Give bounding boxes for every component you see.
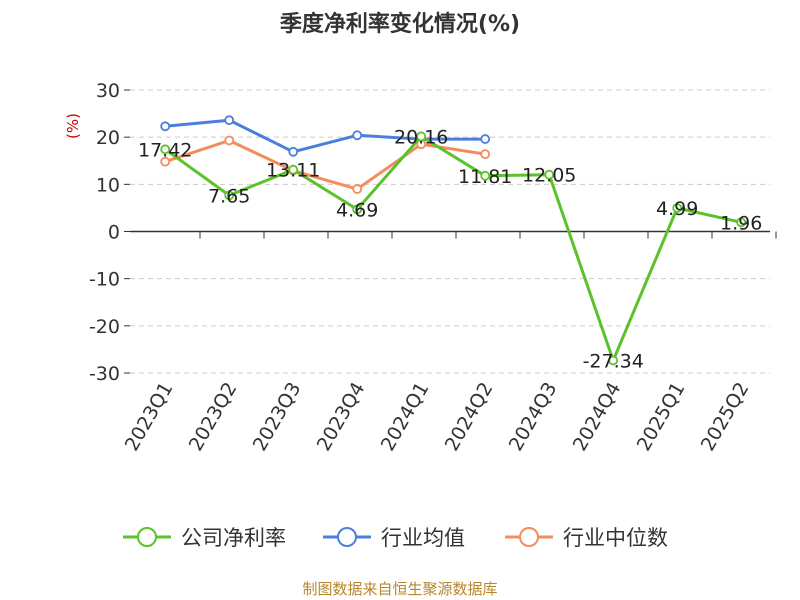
y-tick-label: -30 <box>89 363 120 385</box>
data-label: 11.81 <box>458 166 512 188</box>
data-point <box>224 115 235 126</box>
data-point <box>480 170 491 181</box>
y-tick-label: -10 <box>89 269 120 291</box>
data-label: 13.11 <box>266 160 320 182</box>
x-tick-label: 2023Q4 <box>313 379 370 455</box>
data-label: 12.05 <box>522 165 576 187</box>
data-point <box>224 135 235 146</box>
data-point <box>160 144 171 155</box>
grid <box>130 89 770 374</box>
data-point <box>288 164 299 175</box>
data-point <box>352 204 363 215</box>
legend-marker <box>337 527 357 547</box>
legend-label: 行业均值 <box>381 526 465 550</box>
data-label: -27.34 <box>583 350 644 372</box>
data-point <box>352 130 363 141</box>
data-point <box>224 190 235 201</box>
x-tick-label: 2023Q1 <box>121 379 178 455</box>
legend: 公司净利率 行业均值 行业中位数 <box>123 526 668 550</box>
data-point <box>288 146 299 157</box>
x-axis <box>130 230 777 239</box>
data-point <box>416 131 427 142</box>
x-tick-label: 2024Q4 <box>569 379 626 455</box>
y-axis-ticks: 30 20 10 0 -10 -20 -30 <box>89 80 130 385</box>
x-tick-label: 2023Q2 <box>185 379 242 455</box>
data-label: 4.69 <box>336 199 378 221</box>
legend-marker <box>137 527 157 547</box>
y-axis-label: (%) <box>64 113 82 139</box>
source-note: 制图数据来自恒生聚源数据库 <box>302 580 497 598</box>
data-label: 20.16 <box>394 126 448 148</box>
data-point <box>160 156 171 167</box>
y-tick-label: 0 <box>108 222 120 244</box>
legend-label: 公司净利率 <box>181 526 286 550</box>
data-point <box>608 355 619 366</box>
data-label: 7.65 <box>208 185 250 207</box>
data-label: 1.96 <box>720 212 762 234</box>
x-axis-ticks: 2023Q1 2023Q2 2023Q3 2023Q4 2024Q1 2024Q2 2024… <box>121 379 754 455</box>
y-tick-label: 30 <box>96 80 120 102</box>
x-tick-label: 2023Q3 <box>249 379 306 455</box>
chart-title: 季度净利率变化情况(%) <box>280 11 520 37</box>
data-point <box>736 217 747 228</box>
x-tick-label: 2025Q1 <box>633 379 690 455</box>
data-labels: 17.42 7.65 13.11 4.69 20.16 11.81 12.05 -27.34 4… <box>138 126 762 372</box>
x-tick-label: 2024Q2 <box>441 379 498 455</box>
y-tick-label: 10 <box>96 174 120 196</box>
series-line <box>165 118 486 154</box>
x-tick-label: 2024Q1 <box>377 379 434 455</box>
y-tick-label: -20 <box>89 316 120 338</box>
legend-marker <box>519 527 539 547</box>
data-label: 17.42 <box>138 139 192 161</box>
data-point <box>160 121 171 132</box>
x-tick-label: 2025Q2 <box>697 379 754 455</box>
series-line <box>164 134 742 362</box>
series-line <box>164 139 486 191</box>
data-point <box>480 149 491 160</box>
data-point <box>544 169 555 180</box>
series-lines <box>160 115 747 366</box>
x-tick-label: 2024Q3 <box>505 379 562 455</box>
data-point <box>352 184 363 194</box>
data-point <box>672 203 683 213</box>
data-point <box>480 134 491 144</box>
y-tick-label: 20 <box>96 127 120 149</box>
data-label: 4.99 <box>656 198 698 220</box>
legend-label: 行业中位数 <box>563 526 668 550</box>
